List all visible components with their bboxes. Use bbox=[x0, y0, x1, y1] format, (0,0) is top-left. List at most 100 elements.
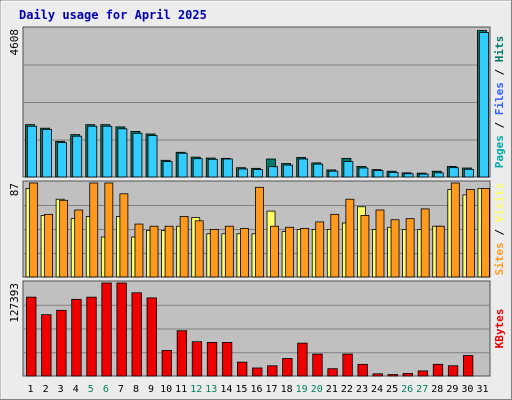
day-label: 11 bbox=[175, 384, 187, 395]
visits-bar bbox=[405, 218, 415, 278]
visits-bar bbox=[59, 199, 69, 278]
day-label: 30 bbox=[461, 384, 473, 395]
panel-hits-ymax-label: 4608 bbox=[8, 29, 21, 56]
day-label: 27 bbox=[416, 384, 428, 395]
kbytes-bar bbox=[191, 341, 203, 377]
day-label: 19 bbox=[296, 384, 308, 395]
files-bar bbox=[479, 32, 489, 178]
visits-bar bbox=[164, 225, 174, 278]
files-bar bbox=[57, 142, 68, 178]
panel-hits-label-part: / bbox=[493, 115, 506, 135]
files-bar bbox=[313, 163, 324, 178]
files-bar bbox=[448, 167, 459, 178]
files-bar bbox=[328, 170, 339, 178]
panel-visits-label-part: Sites bbox=[493, 242, 506, 275]
visits-bar bbox=[74, 209, 84, 278]
day-label: 8 bbox=[133, 384, 139, 395]
visits-bar bbox=[300, 227, 310, 278]
kbytes-bar bbox=[417, 370, 429, 377]
day-label: 28 bbox=[431, 384, 443, 395]
kbytes-bar bbox=[282, 358, 293, 377]
visits-bar bbox=[240, 227, 249, 278]
day-label: 25 bbox=[386, 384, 398, 395]
kbytes-bar bbox=[176, 330, 188, 377]
day-label: 12 bbox=[190, 384, 202, 395]
panel-hits-label-part: / bbox=[493, 62, 506, 82]
panel-visits-ymax-label: 87 bbox=[8, 183, 21, 196]
visits-bar bbox=[465, 189, 475, 278]
day-label: 16 bbox=[250, 384, 262, 395]
files-bar bbox=[102, 125, 113, 178]
day-label: 2 bbox=[43, 384, 49, 395]
day-label: 13 bbox=[205, 384, 217, 395]
kbytes-bar bbox=[56, 309, 67, 377]
files-bar bbox=[388, 172, 399, 178]
visits-bar bbox=[390, 219, 400, 278]
kbytes-bar bbox=[357, 363, 368, 377]
kbytes-bar bbox=[131, 292, 142, 377]
files-bar bbox=[87, 125, 98, 178]
files-bar bbox=[192, 158, 203, 178]
kbytes-bar bbox=[237, 361, 248, 377]
day-label: 18 bbox=[281, 384, 293, 395]
panel-hits: 4608 Pages / Files / Hits bbox=[8, 26, 506, 178]
day-label: 29 bbox=[446, 384, 458, 395]
files-bar bbox=[177, 152, 188, 178]
chart-title: Daily usage for April 2025 bbox=[19, 8, 207, 22]
day-label: 10 bbox=[160, 384, 172, 395]
files-bar bbox=[253, 169, 263, 178]
kbytes-bar bbox=[372, 373, 383, 377]
visits-bar bbox=[285, 226, 294, 278]
kbytes-bar bbox=[387, 374, 398, 377]
files-bar bbox=[298, 158, 309, 178]
kbytes-bar bbox=[267, 365, 278, 377]
files-bar bbox=[463, 168, 474, 178]
visits-bar bbox=[29, 182, 38, 278]
day-label: 15 bbox=[235, 384, 247, 395]
day-label: 31 bbox=[476, 384, 488, 395]
day-label: 7 bbox=[118, 384, 124, 395]
files-bar bbox=[117, 128, 128, 178]
kbytes-bar bbox=[26, 296, 37, 377]
day-label: 21 bbox=[326, 384, 338, 395]
kbytes-bar bbox=[342, 353, 353, 377]
visits-bar bbox=[149, 225, 159, 278]
visits-bar bbox=[330, 213, 340, 278]
day-label: 3 bbox=[58, 384, 64, 395]
panel-kbytes-label-part: KBytes bbox=[493, 309, 506, 349]
kbytes-bar bbox=[71, 298, 82, 377]
day-label: 20 bbox=[311, 384, 323, 395]
kbytes-bar bbox=[116, 282, 127, 377]
day-label: 22 bbox=[341, 384, 353, 395]
kbytes-bar bbox=[252, 367, 263, 377]
kbytes-bar bbox=[41, 314, 52, 377]
kbytes-bar bbox=[297, 342, 308, 377]
files-bar bbox=[418, 173, 429, 178]
files-bar bbox=[147, 135, 158, 178]
files-bar bbox=[358, 167, 369, 178]
day-label: 17 bbox=[266, 384, 278, 395]
files-bar bbox=[132, 132, 143, 178]
panel-visits-series-label: Sites / Visits bbox=[493, 183, 506, 276]
visits-bar bbox=[450, 182, 460, 278]
panel-hits-label-part: Hits bbox=[493, 36, 506, 63]
day-label: 24 bbox=[371, 384, 383, 395]
panel-hits-label-part: Pages bbox=[493, 135, 506, 168]
panel-visits-label-part: / bbox=[493, 222, 506, 242]
kbytes-bar bbox=[402, 373, 414, 377]
visits-bar bbox=[119, 193, 129, 278]
day-label: 14 bbox=[220, 384, 232, 395]
kbytes-bar bbox=[462, 355, 474, 377]
kbytes-bar bbox=[206, 342, 218, 377]
kbytes-bar bbox=[327, 368, 338, 377]
visits-bar bbox=[224, 225, 234, 278]
kbytes-bar bbox=[432, 363, 444, 377]
panel-kbytes-series-label: KBytes bbox=[493, 309, 506, 349]
chart-panels: 4608 Pages / Files / Hits 87 Sites / Visits… bbox=[8, 26, 506, 377]
visits-bar bbox=[209, 229, 219, 278]
visits-bar bbox=[375, 209, 385, 278]
panel-hits-series-label: Pages / Files / Hits bbox=[493, 36, 506, 169]
visits-bar bbox=[104, 182, 114, 278]
